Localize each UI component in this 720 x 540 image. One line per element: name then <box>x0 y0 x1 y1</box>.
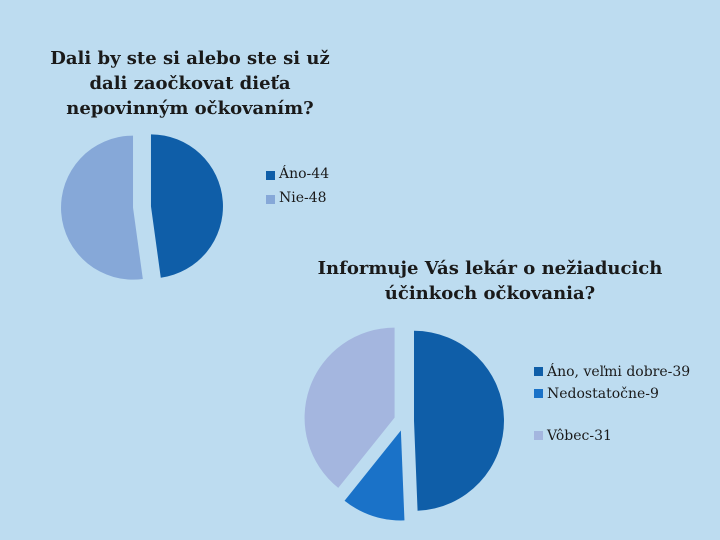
legend-item: Áno, veľmi dobre-39 <box>534 362 694 382</box>
legend-label: Áno-44 <box>279 166 330 182</box>
pie-slice <box>304 327 395 488</box>
legend-swatch <box>534 431 543 440</box>
pie-slice <box>150 134 223 278</box>
legend-item: Nedostatočne-9 <box>534 384 694 404</box>
chart2-legend: Áno, veľmi dobre-39 Nedostatočne-9 Vôbec… <box>534 362 694 446</box>
chart1-title: Dali by ste si alebo ste si už dali zaoč… <box>50 48 330 119</box>
legend-item: Vôbec-31 <box>534 426 694 446</box>
chart2-title: Informuje Vás lekár o nežiaducich účinko… <box>317 258 663 304</box>
pie-slice <box>344 430 405 521</box>
chart1-legend: Áno-44 Nie-48 <box>266 166 329 214</box>
legend-label: Nedostatočne-9 <box>547 386 659 402</box>
legend-item: Nie-48 <box>266 190 329 214</box>
legend-label: Áno, veľmi dobre-39 <box>547 364 691 380</box>
legend-swatch <box>266 195 275 204</box>
legend-label: Vôbec-31 <box>547 428 612 444</box>
legend-label: Nie-48 <box>279 190 327 206</box>
pie-slice <box>413 330 504 511</box>
pie-slice <box>61 135 143 280</box>
legend-swatch <box>534 389 543 398</box>
legend-swatch <box>534 367 543 376</box>
legend-swatch <box>266 171 275 180</box>
legend-item: Áno-44 <box>266 166 329 190</box>
